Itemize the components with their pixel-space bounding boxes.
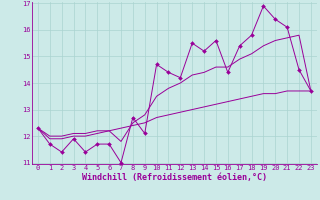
X-axis label: Windchill (Refroidissement éolien,°C): Windchill (Refroidissement éolien,°C): [82, 173, 267, 182]
